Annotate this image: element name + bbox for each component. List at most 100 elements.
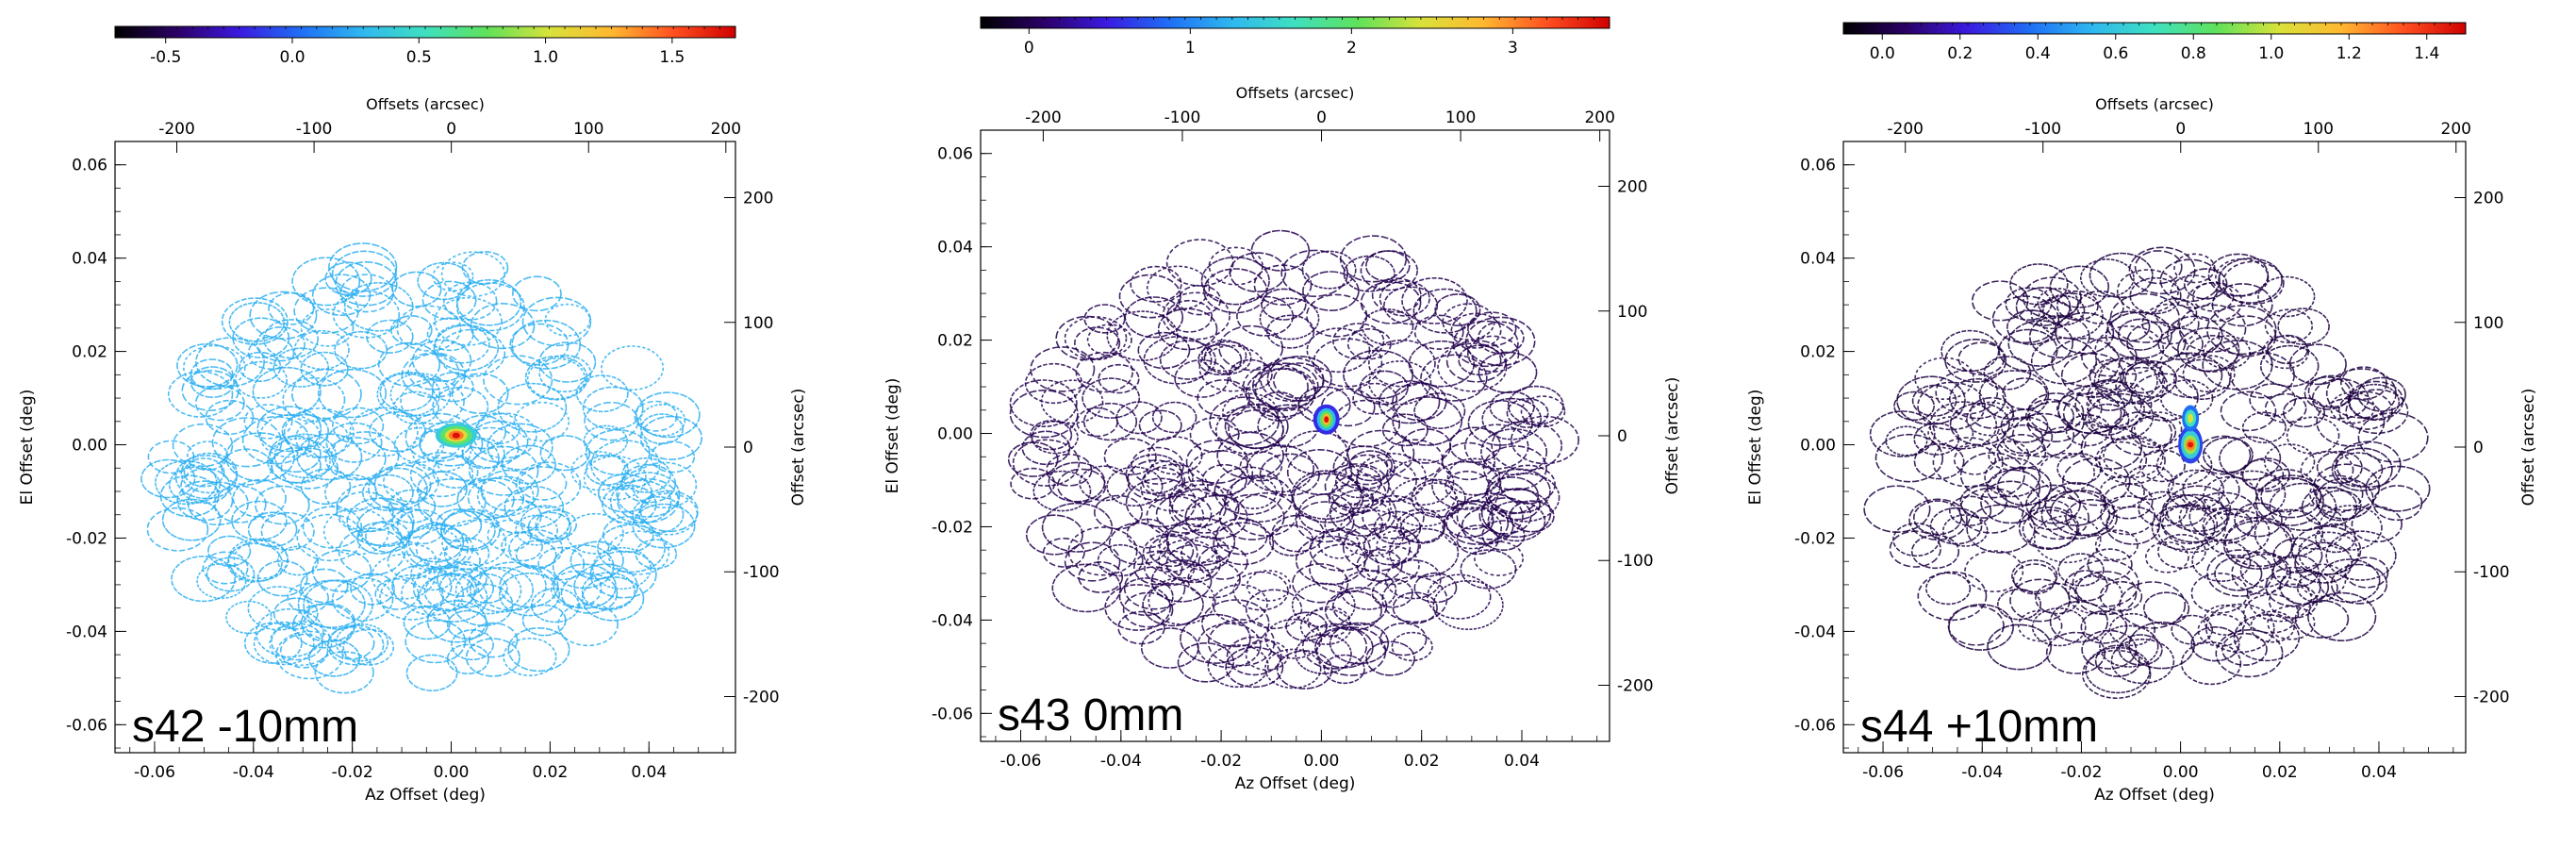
scan-loop: [1331, 587, 1388, 626]
panel-s43: 0 1 2 3 -0.06 -0.04 -0.02 0.00 0.02 0.04 Az Offset…: [883, 16, 1682, 793]
scan-loop: [1964, 550, 2024, 593]
x-axis: -0.06 -0.04 -0.02 0.00 0.02 0.04 Az Offset (de…: [1858, 741, 2454, 805]
top-tick-label: -100: [296, 120, 333, 139]
top-tick-label: 200: [1584, 108, 1614, 127]
scan-loop: [2234, 502, 2283, 538]
scan-loop: [1996, 433, 2047, 470]
scan-loop: [2318, 505, 2383, 551]
scan-coverage: [140, 242, 703, 694]
scan-loop: [2064, 570, 2108, 602]
scan-loop: [146, 507, 209, 552]
scan-loop: [509, 323, 570, 366]
scan-loop: [1481, 397, 1542, 440]
scan-loop: [1388, 527, 1460, 578]
scan-loop: [2144, 540, 2189, 573]
scan-loop: [2056, 290, 2099, 322]
scan-loop: [1285, 611, 1328, 642]
scan-loop: [620, 457, 671, 493]
scan-loop: [282, 376, 346, 423]
scan-loop: [1292, 563, 1349, 604]
source-contour: [2188, 413, 2194, 424]
scan-loop: [1478, 321, 1525, 355]
scan-loop: [1064, 316, 1128, 361]
scan-loop: [2250, 610, 2295, 643]
scan-loop: [1201, 599, 1270, 648]
scan-loop: [1481, 520, 1526, 552]
scan-loop: [388, 489, 437, 523]
y-axis-label: El Offset (deg): [883, 378, 902, 494]
colorbar-tick-label: 2: [1346, 39, 1357, 58]
scan-loop: [2033, 515, 2102, 564]
scan-loop: [1381, 575, 1448, 623]
scan-loop: [2012, 563, 2057, 595]
scan-loop: [1401, 276, 1468, 324]
scan-loop: [2325, 530, 2397, 581]
y-tick-label: 0.06: [937, 145, 973, 164]
scan-loop: [2356, 376, 2406, 412]
scan-loop: [1131, 446, 1184, 485]
right-tick-label: 100: [743, 314, 773, 333]
scan-loop: [1259, 297, 1320, 341]
top-tick-label: 0: [446, 120, 456, 139]
scan-loop: [1889, 530, 1941, 568]
scan-loop: [1362, 494, 1425, 540]
scan-loop: [176, 342, 239, 388]
x-tick-label: 0.04: [2361, 763, 2397, 782]
scan-loop: [582, 386, 644, 430]
scan-loop: [2030, 299, 2073, 330]
y-tick-label: -0.06: [932, 705, 973, 723]
scan-loop: [515, 540, 557, 570]
scan-loop: [1140, 463, 1209, 512]
scan-loop: [1197, 544, 1248, 580]
scan-loop: [1029, 420, 1073, 451]
scan-loop: [423, 573, 476, 611]
scan-loop: [1042, 538, 1085, 568]
y-tick-label: -0.06: [66, 716, 107, 735]
scan-loop: [1969, 396, 2014, 429]
scan-loop: [1927, 416, 1974, 450]
scan-loop: [338, 527, 406, 576]
scan-loop: [2081, 629, 2138, 670]
right-tick-label: -100: [2473, 563, 2510, 582]
scan-loop: [190, 366, 235, 399]
scan-loop: [1218, 324, 1283, 372]
scan-loop: [159, 474, 220, 518]
right-tick-label: 0: [2473, 439, 2484, 457]
scan-loop: [468, 622, 519, 658]
y-tick-label: -0.04: [1794, 623, 1836, 641]
scan-loop: [2130, 373, 2199, 422]
scan-loop: [1324, 503, 1383, 545]
scan-loop: [1446, 457, 1501, 496]
scan-loop: [2049, 490, 2115, 537]
scan-loop: [1306, 327, 1371, 374]
scan-loop: [1307, 606, 1351, 638]
scan-loop: [1485, 476, 1540, 515]
scan-loop: [1520, 395, 1566, 428]
scan-loop: [501, 444, 556, 485]
scan-loop: [1874, 433, 1944, 483]
scan-loop: [1392, 591, 1438, 624]
scan-loop: [2009, 578, 2071, 623]
y-tick-label: 0.04: [1800, 250, 1836, 269]
scan-loop: [1489, 390, 1535, 424]
scan-loop: [1335, 465, 1382, 499]
scan-loop: [2109, 292, 2181, 343]
scan-loop: [1150, 559, 1213, 603]
scan-loop: [2269, 482, 2337, 532]
scan-loop: [1148, 576, 1216, 625]
scan-loop: [2060, 353, 2124, 398]
scan-loop: [461, 251, 509, 285]
scan-loop: [1079, 465, 1131, 502]
scan-loop: [436, 560, 487, 597]
y-axis: 0.06 0.04 0.02 0.00 -0.02 -0.04 -0.06 El Offset…: [883, 129, 992, 738]
scan-loop: [1313, 338, 1383, 388]
top-axis-label: Offsets (arcsec): [2095, 95, 2214, 113]
colorbar-tick-label: 3: [1508, 39, 1518, 58]
scan-loop: [526, 357, 586, 400]
scan-loop: [374, 577, 420, 610]
scan-loop: [1978, 370, 2050, 421]
y-tick-label: 0.06: [72, 157, 107, 175]
y-axis: 0.06 0.04 0.02 0.00 -0.02 -0.04 -0.06 El Offset…: [18, 141, 126, 749]
x-axis-label: Az Offset (deg): [1235, 774, 1356, 793]
